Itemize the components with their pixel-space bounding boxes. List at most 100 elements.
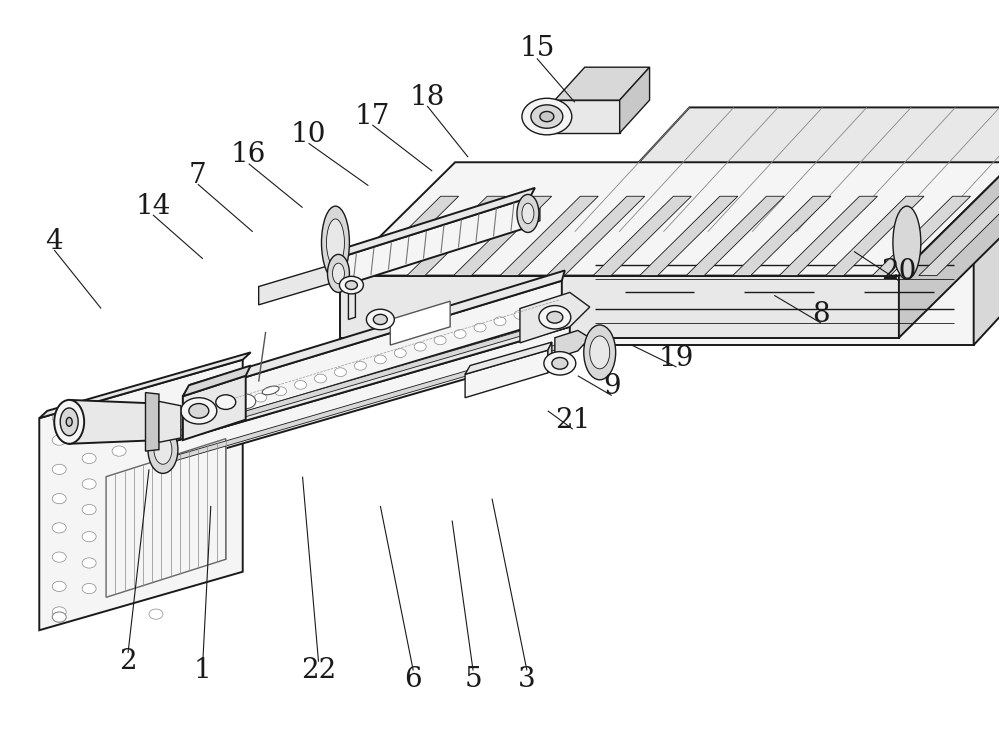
Text: 14: 14 (135, 192, 171, 219)
Polygon shape (340, 275, 899, 338)
Circle shape (275, 387, 287, 396)
Circle shape (255, 393, 267, 402)
Polygon shape (166, 319, 572, 444)
Circle shape (181, 398, 217, 424)
Text: 8: 8 (812, 301, 830, 328)
Polygon shape (407, 196, 505, 275)
Circle shape (394, 349, 406, 357)
Polygon shape (640, 196, 738, 275)
Polygon shape (575, 107, 1000, 232)
Ellipse shape (517, 195, 539, 233)
Circle shape (189, 404, 209, 418)
Polygon shape (69, 400, 159, 444)
Ellipse shape (326, 219, 344, 266)
Polygon shape (548, 342, 552, 373)
Ellipse shape (66, 418, 72, 426)
Polygon shape (686, 196, 784, 275)
Polygon shape (453, 196, 552, 275)
Polygon shape (733, 196, 831, 275)
Text: 10: 10 (291, 121, 326, 148)
Circle shape (52, 607, 66, 617)
Text: 15: 15 (519, 35, 555, 62)
Polygon shape (575, 232, 974, 345)
Polygon shape (159, 401, 181, 443)
Text: 1: 1 (194, 657, 212, 684)
Text: 7: 7 (189, 162, 207, 189)
Circle shape (82, 531, 96, 542)
Circle shape (112, 446, 126, 457)
Circle shape (52, 435, 66, 446)
Polygon shape (826, 196, 924, 275)
Polygon shape (340, 197, 530, 286)
Text: 18: 18 (410, 84, 445, 112)
Circle shape (354, 361, 366, 370)
Polygon shape (106, 439, 226, 597)
Text: 22: 22 (301, 657, 336, 684)
Text: 19: 19 (659, 345, 694, 371)
Ellipse shape (522, 203, 534, 224)
Circle shape (474, 323, 486, 332)
Ellipse shape (321, 206, 349, 279)
Circle shape (552, 357, 568, 369)
Circle shape (339, 276, 363, 294)
Polygon shape (340, 188, 535, 258)
Polygon shape (348, 286, 355, 319)
Circle shape (531, 105, 563, 128)
Circle shape (334, 368, 346, 377)
Ellipse shape (60, 408, 78, 436)
Polygon shape (183, 366, 251, 396)
Circle shape (216, 395, 236, 410)
Text: 17: 17 (355, 103, 390, 130)
Ellipse shape (590, 336, 610, 368)
Polygon shape (919, 196, 1000, 275)
Polygon shape (390, 301, 450, 345)
Circle shape (52, 581, 66, 592)
Circle shape (345, 280, 357, 289)
Text: 16: 16 (231, 142, 266, 168)
Ellipse shape (154, 435, 172, 464)
Text: 4: 4 (45, 228, 63, 255)
Circle shape (82, 584, 96, 594)
Text: 6: 6 (404, 666, 422, 693)
Circle shape (434, 336, 446, 345)
Circle shape (52, 493, 66, 504)
Polygon shape (899, 162, 1000, 338)
Circle shape (82, 504, 96, 515)
Circle shape (373, 314, 387, 324)
Polygon shape (465, 342, 552, 374)
Polygon shape (593, 196, 691, 275)
Ellipse shape (584, 325, 616, 379)
Ellipse shape (262, 386, 279, 395)
Polygon shape (166, 344, 560, 464)
Polygon shape (39, 360, 243, 631)
Circle shape (52, 612, 66, 622)
Circle shape (194, 424, 208, 435)
Circle shape (82, 558, 96, 568)
Ellipse shape (148, 426, 178, 473)
Circle shape (112, 422, 126, 432)
Circle shape (52, 464, 66, 474)
Polygon shape (555, 100, 620, 133)
Text: 21: 21 (555, 407, 590, 434)
Text: 5: 5 (464, 666, 482, 693)
Polygon shape (530, 110, 555, 123)
Polygon shape (872, 196, 971, 275)
Circle shape (82, 454, 96, 464)
Circle shape (82, 428, 96, 438)
Polygon shape (465, 350, 548, 398)
Polygon shape (500, 196, 598, 275)
Circle shape (215, 406, 227, 415)
Text: 20: 20 (881, 258, 917, 286)
Circle shape (295, 380, 307, 389)
Text: 2: 2 (119, 648, 137, 675)
Polygon shape (779, 196, 877, 275)
Circle shape (454, 330, 466, 338)
Polygon shape (620, 68, 650, 133)
Polygon shape (183, 270, 565, 396)
Circle shape (235, 399, 247, 408)
Circle shape (540, 112, 554, 122)
Circle shape (514, 310, 526, 319)
Circle shape (522, 98, 572, 135)
Circle shape (82, 479, 96, 489)
Polygon shape (39, 352, 251, 418)
